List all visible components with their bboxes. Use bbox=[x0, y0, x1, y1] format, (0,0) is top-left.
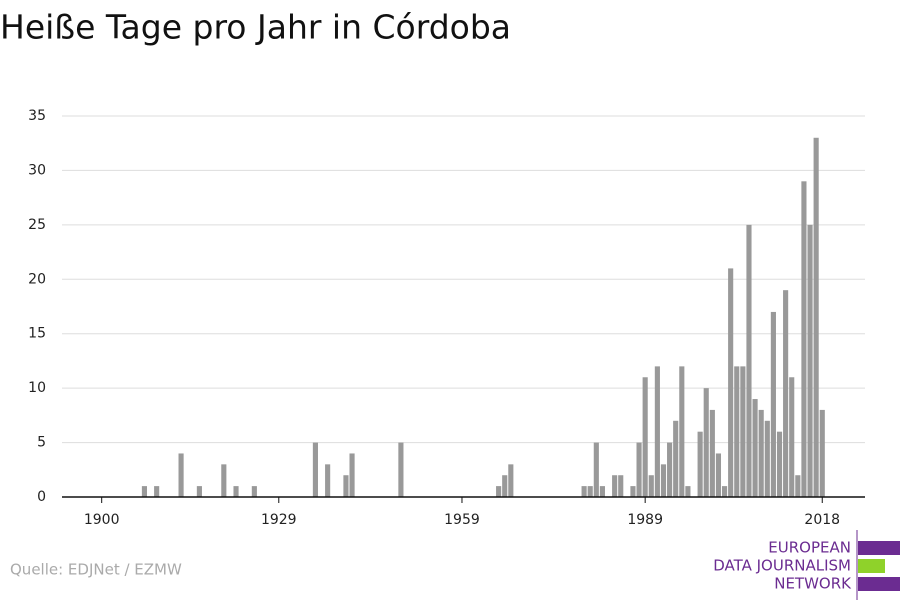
bar bbox=[496, 486, 502, 497]
y-tick-label: 15 bbox=[28, 326, 46, 342]
bar bbox=[312, 442, 318, 497]
bar bbox=[349, 453, 355, 497]
bar bbox=[807, 224, 813, 497]
bar bbox=[508, 464, 514, 497]
bar bbox=[679, 366, 685, 497]
source: Quelle: EDJNet / EZMW bbox=[10, 561, 182, 579]
logo-bar bbox=[858, 559, 885, 573]
x-tick-label: 1989 bbox=[627, 512, 663, 528]
bar bbox=[813, 137, 819, 497]
bar bbox=[721, 486, 728, 497]
bar bbox=[612, 475, 618, 497]
bar bbox=[251, 486, 257, 497]
x-tick-label: 1959 bbox=[444, 512, 480, 528]
bar bbox=[599, 486, 605, 497]
bar bbox=[343, 475, 349, 497]
bar bbox=[593, 442, 599, 497]
bar bbox=[654, 366, 660, 497]
y-tick-label: 25 bbox=[28, 217, 46, 233]
y-tick-label: 0 bbox=[37, 489, 46, 505]
bar bbox=[648, 475, 654, 497]
y-tick-label: 5 bbox=[37, 435, 46, 451]
bar bbox=[398, 442, 404, 497]
bar bbox=[685, 486, 691, 497]
logo-text: DATA JOURNALISM bbox=[713, 557, 851, 575]
logo-text: NETWORK bbox=[774, 575, 852, 593]
bar bbox=[581, 486, 587, 497]
bar bbox=[660, 464, 667, 497]
bar bbox=[770, 311, 776, 497]
bar bbox=[746, 224, 752, 497]
bar bbox=[667, 442, 673, 497]
bar bbox=[502, 475, 508, 497]
bar bbox=[642, 377, 648, 497]
bar bbox=[801, 181, 807, 498]
bar bbox=[587, 486, 593, 497]
logo-bar bbox=[858, 541, 900, 555]
bar bbox=[752, 399, 758, 497]
bar bbox=[789, 377, 795, 497]
chart-title: Heiße Tage pro Jahr in Córdoba bbox=[0, 8, 511, 47]
bar bbox=[709, 409, 715, 497]
bar bbox=[618, 475, 624, 497]
bar bbox=[715, 453, 722, 497]
bar bbox=[196, 486, 202, 497]
bar bbox=[154, 486, 160, 497]
x-tick-label: 1929 bbox=[261, 512, 297, 528]
logo-bar bbox=[858, 577, 900, 591]
bar bbox=[697, 431, 703, 497]
y-tick-label: 30 bbox=[28, 162, 46, 178]
bar bbox=[783, 290, 789, 497]
bar bbox=[740, 366, 746, 497]
bar bbox=[819, 409, 825, 497]
y-tick-label: 35 bbox=[28, 108, 46, 124]
x-tick-label: 2018 bbox=[804, 512, 840, 528]
bar bbox=[325, 464, 331, 497]
logo-text: EUROPEAN bbox=[768, 539, 851, 557]
bar bbox=[141, 486, 148, 497]
bar bbox=[728, 268, 734, 497]
bar bbox=[673, 420, 679, 497]
logo: EUROPEAN DATA JOURNALISM NETWORK bbox=[713, 530, 900, 600]
bar bbox=[178, 453, 184, 497]
x-tick-label: 1900 bbox=[84, 512, 120, 528]
bar bbox=[703, 388, 709, 497]
y-tick-label: 20 bbox=[28, 271, 46, 287]
bar bbox=[776, 431, 783, 497]
bar bbox=[764, 420, 770, 497]
bar bbox=[233, 486, 239, 497]
bar bbox=[630, 486, 636, 497]
bar bbox=[221, 464, 227, 497]
bar bbox=[636, 442, 642, 497]
bar bbox=[795, 475, 801, 497]
bar bbox=[758, 409, 764, 497]
bar bbox=[734, 366, 740, 497]
y-tick-label: 10 bbox=[28, 380, 46, 396]
